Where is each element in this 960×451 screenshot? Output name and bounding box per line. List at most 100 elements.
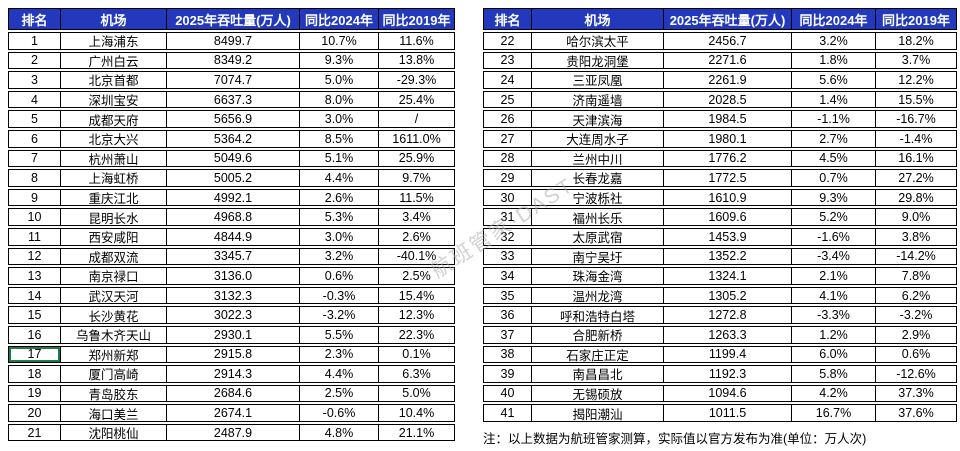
rank-cell[interactable]: 40 xyxy=(484,385,532,402)
yoy-2019-cell[interactable]: 3.8% xyxy=(901,229,931,244)
throughput-cell[interactable]: 8349.2 xyxy=(167,52,300,69)
rank-cell[interactable]: 10 xyxy=(9,209,61,225)
throughput-cell[interactable]: 1272.8 xyxy=(664,307,792,323)
throughput-cell[interactable]: 1352.2 xyxy=(664,248,792,265)
yoy-2024-cell[interactable]: 3.2% xyxy=(792,33,876,49)
yoy-2019-cell[interactable]: 16.1% xyxy=(898,151,934,166)
yoy-2024-cell[interactable]: 5.1% xyxy=(300,150,379,167)
yoy-2019-cell[interactable]: 0.6% xyxy=(901,347,931,362)
throughput-cell[interactable]: 4844.9 xyxy=(167,228,300,245)
yoy-2019-cell[interactable]: / xyxy=(414,112,419,127)
throughput-cell[interactable]: 3136.0 xyxy=(167,268,300,284)
rank-cell[interactable]: 36 xyxy=(484,307,532,323)
rank-cell[interactable]: 4 xyxy=(9,91,61,108)
throughput-cell[interactable]: 5049.6 xyxy=(167,150,300,167)
airport-cell[interactable]: 揭阳潮汕 xyxy=(532,405,664,421)
airport-cell[interactable]: 成都双流 xyxy=(61,248,167,265)
airport-cell[interactable]: 宁波栎社 xyxy=(532,189,664,206)
throughput-cell[interactable]: 5656.9 xyxy=(167,111,300,127)
airport-cell[interactable]: 三亚凤凰 xyxy=(532,72,664,88)
yoy-2024-cell[interactable]: 4.8% xyxy=(300,424,379,441)
rank-cell[interactable]: 12 xyxy=(9,248,61,265)
rank-cell[interactable]: 41 xyxy=(484,405,532,421)
throughput-cell[interactable]: 2028.5 xyxy=(664,91,792,108)
yoy-2019-cell[interactable]: 2.6% xyxy=(402,229,431,244)
yoy-2024-cell[interactable]: 1.4% xyxy=(792,91,876,108)
rank-cell[interactable]: 33 xyxy=(484,248,532,265)
yoy-2024-cell[interactable]: 8.0% xyxy=(300,91,379,108)
yoy-2024-cell[interactable]: -1.1% xyxy=(792,111,876,127)
airport-cell[interactable]: 上海虹桥 xyxy=(61,170,167,186)
yoy-2024-cell[interactable]: -3.2% xyxy=(300,307,379,323)
throughput-cell[interactable]: 2456.7 xyxy=(664,33,792,49)
throughput-cell[interactable]: 6637.3 xyxy=(167,91,300,108)
yoy-2024-cell[interactable]: 2.6% xyxy=(300,189,379,206)
rank-cell[interactable]: 37 xyxy=(484,326,532,343)
airport-cell[interactable]: 哈尔滨太平 xyxy=(532,33,664,49)
yoy-2024-cell[interactable]: -3.4% xyxy=(792,248,876,265)
throughput-cell[interactable]: 4968.8 xyxy=(167,209,300,225)
throughput-cell[interactable]: 1609.6 xyxy=(664,209,792,225)
throughput-cell[interactable]: 2487.9 xyxy=(167,424,300,441)
yoy-2019-cell[interactable]: 13.8% xyxy=(398,53,435,68)
rank-cell[interactable]: 38 xyxy=(484,346,532,363)
throughput-cell[interactable]: 1094.6 xyxy=(664,385,792,402)
rank-cell[interactable]: 21 xyxy=(9,424,61,441)
throughput-cell[interactable]: 2915.8 xyxy=(167,346,300,363)
yoy-2019-cell[interactable]: -1.4% xyxy=(899,131,933,146)
airport-cell[interactable]: 石家庄正定 xyxy=(532,346,664,363)
yoy-2019-cell[interactable]: 0.1% xyxy=(402,347,431,362)
airport-cell[interactable]: 杭州萧山 xyxy=(61,150,167,167)
yoy-2024-cell[interactable]: 0.7% xyxy=(792,170,876,186)
airport-cell[interactable]: 济南遥墙 xyxy=(532,91,664,108)
airport-cell[interactable]: 重庆江北 xyxy=(61,189,167,206)
yoy-2019-cell[interactable]: 12.2% xyxy=(898,72,934,87)
yoy-2019-cell[interactable]: 37.3% xyxy=(898,386,934,401)
throughput-cell[interactable]: 2914.3 xyxy=(167,366,300,382)
yoy-2024-cell[interactable]: 5.2% xyxy=(792,209,876,225)
yoy-2019-cell[interactable]: 29.8% xyxy=(898,190,934,205)
rank-cell[interactable]: 20 xyxy=(9,405,61,421)
rank-cell[interactable]: 1 xyxy=(9,33,61,49)
airport-cell[interactable]: 郑州新郑 xyxy=(61,346,167,363)
airport-cell[interactable]: 武汉天河 xyxy=(61,287,167,304)
yoy-2024-cell[interactable]: 4.4% xyxy=(300,170,379,186)
throughput-cell[interactable]: 1610.9 xyxy=(664,189,792,206)
column-header-rank[interactable]: 排名 xyxy=(484,9,532,29)
yoy-2024-cell[interactable]: 3.0% xyxy=(300,111,379,127)
airport-cell[interactable]: 成都天府 xyxy=(61,111,167,127)
airport-cell[interactable]: 长沙黄花 xyxy=(61,307,167,323)
yoy-2024-cell[interactable]: 5.0% xyxy=(300,72,379,88)
yoy-2019-cell[interactable]: 12.3% xyxy=(398,308,435,323)
throughput-cell[interactable]: 1772.5 xyxy=(664,170,792,186)
throughput-cell[interactable]: 1192.3 xyxy=(664,366,792,382)
yoy-2024-cell[interactable]: 5.8% xyxy=(792,366,876,382)
yoy-2019-cell[interactable]: -14.2% xyxy=(896,249,936,264)
airport-cell[interactable]: 西安咸阳 xyxy=(61,228,167,245)
rank-cell[interactable]: 27 xyxy=(484,130,532,147)
yoy-2024-cell[interactable]: 3.0% xyxy=(300,228,379,245)
column-header-yoy-2024[interactable]: 同比2024年 xyxy=(792,9,876,29)
throughput-cell[interactable]: 3345.7 xyxy=(167,248,300,265)
throughput-cell[interactable]: 3132.3 xyxy=(167,287,300,304)
yoy-2024-cell[interactable]: 2.1% xyxy=(792,268,876,284)
rank-cell[interactable]: 18 xyxy=(9,366,61,382)
airport-cell[interactable]: 昆明长水 xyxy=(61,209,167,225)
airport-cell[interactable]: 珠海金湾 xyxy=(532,268,664,284)
airport-cell[interactable]: 贵阳龙洞堡 xyxy=(532,52,664,69)
throughput-cell[interactable]: 7074.7 xyxy=(167,72,300,88)
yoy-2019-cell[interactable]: 15.5% xyxy=(898,92,934,107)
yoy-2024-cell[interactable]: -0.3% xyxy=(300,287,379,304)
yoy-2019-cell[interactable]: 11.5% xyxy=(399,190,434,205)
rank-cell[interactable]: 34 xyxy=(484,268,532,284)
yoy-2019-cell[interactable]: -16.7% xyxy=(896,112,936,127)
throughput-cell[interactable]: 3022.3 xyxy=(167,307,300,323)
airport-cell[interactable]: 太原武宿 xyxy=(532,228,664,245)
airport-cell[interactable]: 北京大兴 xyxy=(61,130,167,147)
throughput-cell[interactable]: 1776.2 xyxy=(664,150,792,167)
rank-cell[interactable]: 7 xyxy=(9,150,61,167)
throughput-cell[interactable]: 1305.2 xyxy=(664,287,792,304)
throughput-cell[interactable]: 1263.3 xyxy=(664,326,792,343)
yoy-2019-cell[interactable]: 21.1% xyxy=(398,425,435,440)
yoy-2024-cell[interactable]: 5.6% xyxy=(792,72,876,88)
